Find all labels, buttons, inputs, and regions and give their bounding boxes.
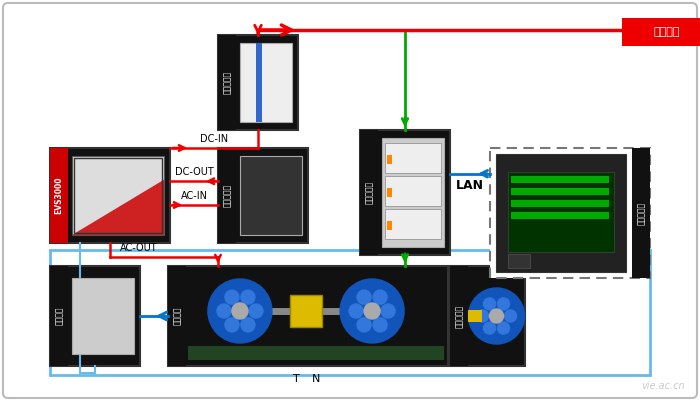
- Bar: [168, 266, 186, 366]
- Bar: [50, 148, 68, 243]
- Circle shape: [381, 304, 395, 318]
- Bar: [387, 188, 392, 197]
- Bar: [74, 158, 162, 233]
- Circle shape: [357, 318, 371, 332]
- Circle shape: [349, 304, 363, 318]
- Bar: [632, 148, 650, 278]
- Text: 电池模拟器: 电池模拟器: [223, 71, 232, 94]
- Bar: [387, 221, 392, 230]
- Text: AC-IN: AC-IN: [181, 191, 207, 201]
- Text: 水冷系统: 水冷系统: [55, 307, 64, 325]
- Bar: [382, 138, 444, 247]
- Text: DC-IN: DC-IN: [200, 134, 228, 144]
- Circle shape: [468, 288, 524, 344]
- Bar: [188, 346, 444, 360]
- Bar: [256, 43, 262, 122]
- Text: EVS3000: EVS3000: [55, 177, 64, 214]
- Bar: [511, 176, 609, 183]
- Circle shape: [484, 298, 496, 310]
- Text: N: N: [312, 374, 320, 384]
- FancyBboxPatch shape: [50, 266, 140, 366]
- FancyBboxPatch shape: [450, 266, 525, 366]
- Bar: [511, 200, 609, 207]
- Text: 加载测功机: 加载测功机: [454, 304, 463, 328]
- Bar: [385, 143, 441, 173]
- Bar: [240, 156, 302, 235]
- Circle shape: [225, 290, 239, 304]
- Bar: [450, 266, 468, 366]
- Bar: [240, 43, 292, 122]
- Circle shape: [208, 279, 272, 343]
- Bar: [218, 148, 236, 243]
- Bar: [360, 130, 378, 255]
- Circle shape: [373, 290, 387, 304]
- Bar: [496, 154, 626, 272]
- FancyBboxPatch shape: [360, 130, 450, 255]
- FancyBboxPatch shape: [168, 266, 448, 366]
- Circle shape: [357, 290, 371, 304]
- Bar: [511, 188, 609, 195]
- Text: LAN: LAN: [456, 179, 484, 192]
- Circle shape: [489, 309, 503, 323]
- Bar: [72, 278, 134, 354]
- Circle shape: [498, 322, 510, 334]
- Bar: [50, 266, 68, 366]
- Circle shape: [498, 298, 510, 310]
- Bar: [468, 310, 482, 322]
- Circle shape: [484, 322, 496, 334]
- FancyBboxPatch shape: [622, 18, 700, 46]
- Text: vie.ac.cn: vie.ac.cn: [641, 381, 685, 391]
- Text: T: T: [293, 374, 300, 384]
- FancyBboxPatch shape: [50, 148, 170, 243]
- Circle shape: [232, 303, 248, 319]
- Bar: [508, 254, 530, 268]
- Circle shape: [217, 304, 231, 318]
- Circle shape: [505, 310, 517, 322]
- Circle shape: [225, 318, 239, 332]
- Text: 電源進線: 電源進線: [654, 27, 680, 37]
- Circle shape: [241, 318, 255, 332]
- FancyBboxPatch shape: [3, 3, 697, 398]
- Polygon shape: [72, 180, 164, 235]
- Text: AC-OUT: AC-OUT: [120, 243, 158, 253]
- FancyBboxPatch shape: [218, 35, 298, 130]
- Text: 被试电机: 被试电机: [172, 307, 181, 325]
- Text: 试验上位机: 试验上位机: [636, 201, 645, 225]
- Circle shape: [249, 304, 263, 318]
- Text: DC-OUT: DC-OUT: [174, 167, 214, 177]
- Text: 测功机控制: 测功机控制: [365, 181, 374, 204]
- Circle shape: [340, 279, 404, 343]
- FancyBboxPatch shape: [218, 148, 308, 243]
- Bar: [72, 156, 164, 235]
- Bar: [387, 155, 392, 164]
- Circle shape: [364, 303, 380, 319]
- Bar: [511, 212, 609, 219]
- Bar: [290, 295, 322, 327]
- FancyBboxPatch shape: [50, 250, 650, 375]
- Circle shape: [241, 290, 255, 304]
- Text: 电机控制器: 电机控制器: [223, 184, 232, 207]
- Bar: [385, 176, 441, 206]
- Bar: [218, 35, 236, 130]
- Bar: [508, 172, 614, 252]
- Circle shape: [373, 318, 387, 332]
- Bar: [385, 209, 441, 239]
- FancyBboxPatch shape: [490, 148, 650, 278]
- Circle shape: [477, 310, 489, 322]
